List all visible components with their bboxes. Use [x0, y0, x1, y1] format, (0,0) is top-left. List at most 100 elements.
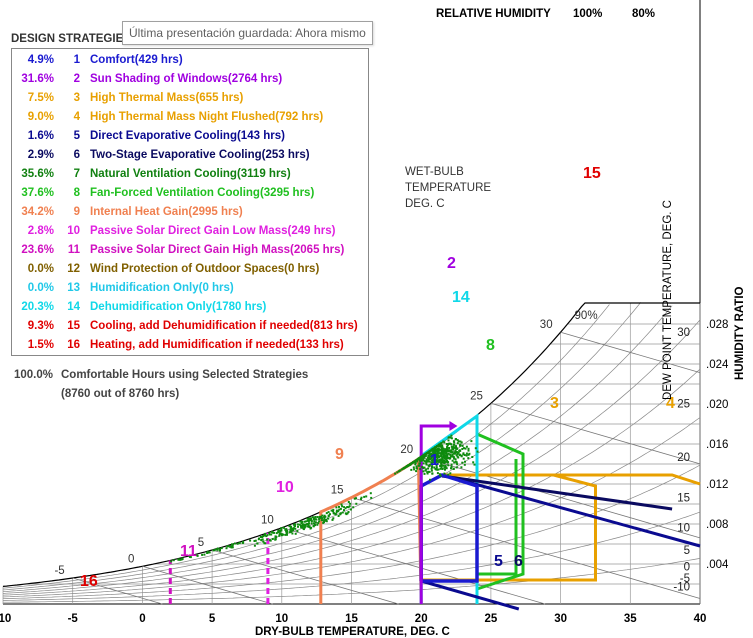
weather-hour-point — [310, 517, 312, 520]
rh-curve — [2, 319, 701, 594]
weather-hour-point — [435, 464, 438, 467]
weather-hour-point — [330, 509, 333, 512]
weather-hour-point — [437, 444, 440, 447]
relative-humidity-title: RELATIVE HUMIDITY — [436, 8, 551, 20]
weather-hour-point — [249, 539, 252, 542]
weather-hour-point — [323, 519, 326, 522]
weather-hour-point — [347, 501, 350, 503]
weather-hour-point — [447, 464, 450, 467]
wetbulb-line — [142, 565, 273, 605]
weather-hour-point — [268, 539, 271, 542]
zone-comfort — [419, 473, 479, 583]
weather-hour-point — [369, 492, 372, 495]
weather-hour-point — [310, 522, 313, 525]
comfort-percent: 100.0% — [13, 369, 53, 381]
weather-hour-point — [449, 442, 452, 445]
weather-hour-point — [460, 466, 463, 469]
weather-hour-point — [437, 454, 440, 457]
legend-percent: 20.3% — [21, 301, 54, 313]
weather-hour-point — [463, 454, 466, 456]
weather-hour-point — [450, 449, 453, 452]
weather-hour-point — [339, 512, 342, 515]
weather-hour-point — [439, 467, 442, 470]
weather-hour-point — [286, 533, 288, 536]
wet-bulb-tick-label: 10 — [261, 515, 274, 527]
weather-hour-point — [446, 447, 449, 450]
wet-bulb-tick-label: 30 — [540, 319, 553, 331]
weather-hour-point — [454, 460, 457, 463]
weather-hour-point — [436, 468, 439, 471]
weather-hour-point — [339, 507, 342, 510]
weather-hour-point — [208, 551, 211, 554]
legend-label: High Thermal Mass(655 hrs) — [90, 92, 244, 104]
zone-label-9: 9 — [335, 446, 344, 463]
weather-hour-point — [189, 556, 192, 559]
zone-sun-shading — [419, 424, 452, 604]
x-tick-label: 20 — [415, 613, 428, 625]
weather-hour-point — [448, 457, 451, 460]
weather-hour-point — [416, 467, 419, 470]
weather-hour-point — [399, 469, 402, 472]
weather-hour-point — [432, 461, 434, 464]
weather-hour-point — [415, 459, 418, 462]
x-tick-label: -5 — [68, 613, 79, 625]
weather-hour-point — [280, 527, 283, 529]
zone-ventilation-cooling — [476, 432, 525, 591]
wetbulb-line — [211, 549, 399, 605]
weather-hour-point — [431, 472, 434, 475]
humidity-tick-label: .024 — [706, 359, 729, 371]
weather-hour-point — [284, 533, 287, 536]
weather-hour-point — [349, 502, 352, 505]
weather-hour-point — [463, 463, 466, 466]
weather-hour-point — [419, 462, 421, 465]
legend-label: Passive Solar Direct Gain Low Mass(249 h… — [90, 225, 336, 237]
weather-hour-point — [422, 458, 425, 461]
weather-hour-point — [170, 560, 173, 563]
weather-hour-point — [238, 542, 241, 545]
weather-hour-point — [434, 467, 437, 470]
weather-hour-point — [310, 519, 313, 521]
weather-hour-point — [343, 509, 345, 512]
weather-hour-point — [467, 453, 470, 456]
x-tick-label: 30 — [554, 613, 567, 625]
wet-bulb-line-2: TEMPERATURE — [405, 182, 492, 194]
weather-hour-point — [415, 470, 418, 473]
rh-curve — [2, 305, 673, 593]
weather-hour-point — [423, 472, 426, 475]
legend-percent: 4.9% — [27, 54, 54, 66]
legend-item-10: 2.8% 10 Passive Solar Direct Gain Low Mass… — [12, 222, 368, 241]
weather-hour-point — [465, 452, 468, 455]
weather-hour-point — [447, 473, 450, 476]
wet-bulb-line-3: DEG. C — [405, 198, 445, 210]
weather-hour-point — [419, 468, 422, 471]
legend-item-15: 9.3% 15 Cooling, add Dehumidification if n… — [12, 317, 368, 336]
weather-hour-point — [430, 448, 433, 451]
weather-hour-point — [470, 440, 473, 443]
weather-hour-point — [452, 440, 455, 443]
weather-hour-point — [426, 472, 429, 475]
weather-hour-point — [312, 525, 315, 528]
weather-hour-point — [442, 452, 445, 455]
weather-hour-point — [446, 449, 449, 451]
weather-hour-point — [303, 520, 306, 523]
humidity-tick-label: .028 — [706, 319, 728, 331]
weather-hour-point — [346, 506, 349, 508]
weather-hour-point — [314, 516, 317, 518]
legend-label: Direct Evaporative Cooling(143 hrs) — [90, 130, 285, 142]
weather-hour-point — [452, 452, 455, 455]
weather-hour-point — [306, 519, 309, 522]
legend-item-6: 2.9% 6 Two-Stage Evaporative Cooling(253 h… — [12, 146, 368, 165]
weather-hour-point — [292, 523, 295, 526]
weather-hour-point — [426, 471, 429, 474]
weather-hour-point — [321, 517, 324, 520]
weather-hour-point — [318, 518, 321, 520]
weather-hour-point — [441, 456, 444, 459]
weather-hour-point — [219, 548, 221, 551]
weather-hour-point — [308, 517, 311, 520]
weather-hour-point — [440, 463, 443, 466]
weather-hour-point — [425, 463, 428, 466]
weather-hour-point — [329, 513, 331, 516]
weather-hour-point — [299, 520, 302, 523]
weather-hour-point — [265, 535, 268, 538]
